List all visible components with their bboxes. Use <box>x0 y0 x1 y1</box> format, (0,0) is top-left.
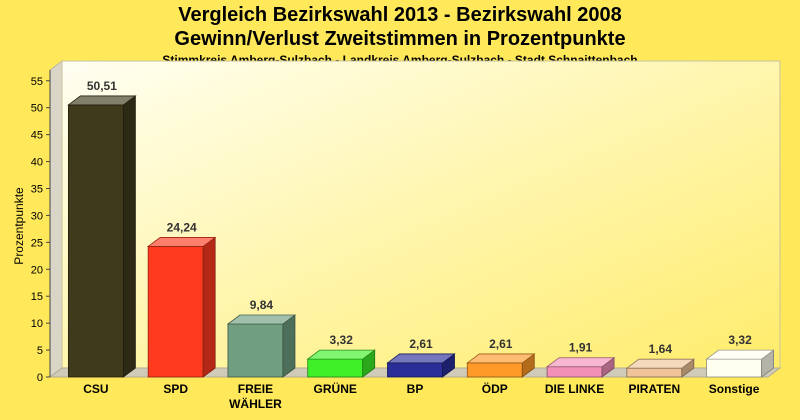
chart-title: Vergleich Bezirkswahl 2013 - Bezirkswahl… <box>178 4 622 26</box>
x-tick-label: DIE LINKE <box>545 382 604 396</box>
bar <box>466 353 536 378</box>
bar <box>226 314 297 378</box>
x-tick-label: BP <box>407 382 424 396</box>
bar-front <box>466 362 523 378</box>
data-label: 24,24 <box>167 220 197 234</box>
y-tick-label: 30 <box>31 210 43 222</box>
bar <box>386 353 456 378</box>
bar-top <box>226 314 297 325</box>
x-tick-label: CSU <box>83 382 108 396</box>
bar-side <box>282 314 296 378</box>
data-label: 3,32 <box>728 333 752 347</box>
y-tick-label: 45 <box>31 130 43 142</box>
bar-top <box>386 353 456 364</box>
bar-top <box>67 95 137 106</box>
data-label: 2,61 <box>489 337 513 351</box>
bar-front <box>706 358 763 378</box>
bar-top <box>466 353 536 364</box>
x-tick-label: FREIE <box>238 382 273 396</box>
bar-front <box>546 366 603 378</box>
data-label: 1,64 <box>649 342 673 356</box>
bar-front <box>147 246 204 378</box>
x-tick-label: Sonstige <box>709 382 760 396</box>
bar <box>625 358 696 378</box>
y-tick-label: 0 <box>37 372 43 384</box>
data-label: 9,84 <box>250 298 274 312</box>
bar-top <box>146 237 217 247</box>
bar-side <box>122 95 136 378</box>
bar-front <box>387 362 443 378</box>
x-tick-label: ÖDP <box>482 381 508 396</box>
bar-top <box>705 349 775 360</box>
bar <box>146 236 217 378</box>
y-tick-label: 55 <box>31 76 43 88</box>
y-tick-label: 35 <box>31 183 43 195</box>
data-label: 50,51 <box>87 79 117 93</box>
bar <box>705 349 775 378</box>
bar-front <box>307 358 364 378</box>
bar-front <box>227 323 284 378</box>
y-tick-label: 20 <box>31 264 43 276</box>
bar-top <box>545 357 616 368</box>
bar-front <box>67 104 124 378</box>
bar <box>306 349 376 378</box>
y-tick-label: 40 <box>31 157 43 169</box>
y-tick-label: 15 <box>31 291 43 303</box>
bar-front <box>626 367 683 378</box>
bar-top <box>625 358 696 369</box>
side-wall <box>49 60 63 378</box>
bar <box>67 95 137 378</box>
x-tick-label: GRÜNE <box>314 381 357 396</box>
y-tick-label: 25 <box>31 237 43 249</box>
y-tick-label: 5 <box>37 345 43 357</box>
data-label: 1,91 <box>569 341 593 355</box>
data-label: 2,61 <box>409 337 433 351</box>
x-tick-label: SPD <box>163 382 188 396</box>
data-label: 3,32 <box>330 333 354 347</box>
bar <box>545 356 616 378</box>
x-tick-label: PIRATEN <box>628 382 680 396</box>
x-tick-label: WÄHLER <box>229 396 282 411</box>
y-tick-label: 10 <box>31 318 43 330</box>
chart-subtitle: Gewinn/Verlust Zweitstimmen in Prozentpu… <box>174 28 626 50</box>
bar-side <box>202 236 216 378</box>
bar-top <box>306 349 376 360</box>
y-tick-label: 50 <box>31 103 43 115</box>
y-axis-label: Prozentpunkte <box>12 187 26 265</box>
